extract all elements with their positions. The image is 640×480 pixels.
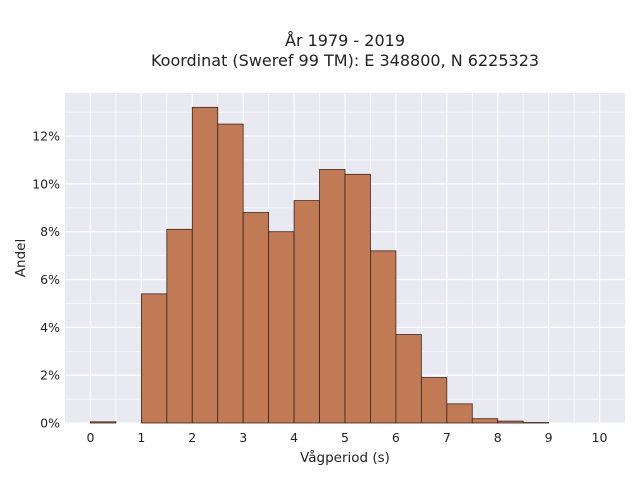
- histogram-bar: [242, 212, 270, 424]
- histogram-bar: [268, 231, 295, 424]
- x-axis-label: Vågperiod (s): [300, 449, 390, 466]
- y-tick-label: 0%: [40, 416, 60, 431]
- y-axis-label: Andel: [13, 239, 29, 277]
- histogram-bar: [140, 293, 168, 424]
- x-tick-label: 4: [290, 430, 298, 445]
- x-tick-label: 0: [86, 430, 94, 445]
- histogram-bar: [217, 123, 244, 424]
- histogram-bar: [166, 228, 193, 424]
- y-tick-label: 6%: [40, 272, 60, 287]
- y-tick-label: 2%: [40, 368, 60, 383]
- x-tick-label: 9: [545, 430, 553, 445]
- histogram-bar: [471, 418, 499, 424]
- y-tick-label: 12%: [32, 129, 60, 144]
- bars: [90, 106, 550, 424]
- chart-subtitle: Koordinat (Sweref 99 TM): E 348800, N 62…: [151, 51, 539, 70]
- histogram-bar: [497, 420, 524, 424]
- y-tick-label: 8%: [40, 224, 60, 239]
- histogram-bar: [446, 403, 473, 424]
- x-tick-label: 5: [341, 430, 349, 445]
- histogram-bar: [420, 377, 448, 424]
- histogram-bar: [191, 106, 219, 424]
- y-tick-labels: 0% 2% 4% 6% 8% 10% 12%: [32, 129, 60, 431]
- y-tick-label: 10%: [32, 176, 60, 191]
- histogram-bar: [90, 421, 117, 424]
- x-tick-label: 1: [137, 430, 145, 445]
- x-tick-label: 7: [443, 430, 451, 445]
- histogram-bar: [319, 169, 346, 424]
- y-tick-label: 4%: [40, 320, 60, 335]
- x-tick-label: 3: [239, 430, 247, 445]
- chart-title: År 1979 - 2019: [285, 31, 405, 50]
- histogram-bar: [395, 334, 422, 424]
- x-tick-label: 2: [188, 430, 196, 445]
- x-tick-label: 10: [592, 430, 608, 445]
- x-tick-label: 6: [392, 430, 400, 445]
- x-tick-labels: 0 1 2 3 4 5 6 7 8 9 10: [86, 430, 607, 445]
- histogram-bar: [370, 250, 397, 424]
- histogram-bar: [344, 173, 371, 424]
- x-tick-label: 8: [494, 430, 502, 445]
- histogram-bar: [293, 200, 320, 424]
